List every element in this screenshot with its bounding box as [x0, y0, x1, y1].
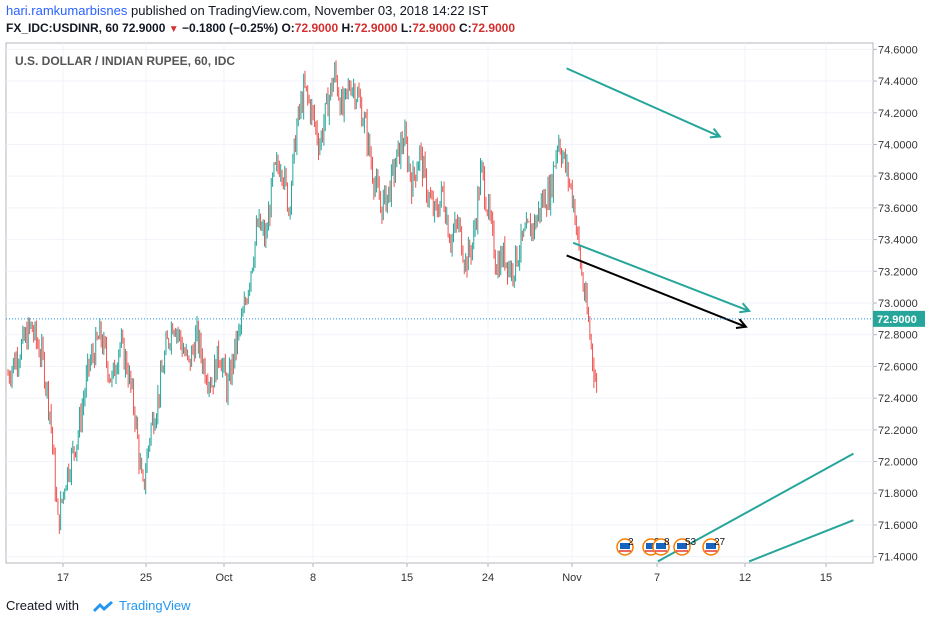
x-tick-label-8: 12: [739, 572, 751, 584]
event-badge-2[interactable]: 8: [652, 537, 670, 556]
trendline-channel-mid[interactable]: [572, 241, 750, 312]
last-price-tag-label: 72.9000: [877, 314, 917, 326]
y-tick-label-4: 73.8000: [878, 171, 918, 183]
y-tick-label-16: 71.4000: [878, 552, 918, 564]
y-tick-label-2: 74.2000: [878, 108, 918, 120]
author-link[interactable]: hari.ramkumarbisnes: [6, 3, 128, 18]
x-tick-label-7: 7: [654, 572, 660, 584]
y-tick-label-15: 71.6000: [878, 520, 918, 532]
flag-canton: [646, 543, 656, 549]
trendline-channel-top[interactable]: [566, 67, 721, 138]
y-tick-label-13: 72.0000: [878, 457, 918, 469]
down-triangle-icon: ▼: [168, 24, 179, 35]
flag-canton: [706, 543, 716, 549]
candles: [7, 60, 598, 535]
y-tick-label-10: 72.6000: [878, 361, 918, 373]
y-tick-label-7: 73.2000: [878, 266, 918, 278]
low-label: L:: [400, 21, 413, 35]
close-label: C:: [458, 21, 472, 35]
publish-text: published on TradingView.com, November 0…: [131, 3, 489, 18]
y-tick-label-5: 73.6000: [878, 203, 918, 215]
y-tick-label-1: 74.4000: [878, 76, 918, 88]
flag-canton: [677, 543, 687, 549]
high-label: H:: [341, 21, 355, 35]
event-badge-count: 27: [714, 537, 726, 548]
y-tick-label-14: 71.8000: [878, 488, 918, 500]
x-tick-label-2: Oct: [215, 572, 232, 584]
y-tick-label-12: 72.2000: [878, 425, 918, 437]
open-label: O:: [281, 21, 295, 35]
x-tick-label-1: 25: [140, 572, 152, 584]
event-badge-count: 53: [685, 537, 697, 548]
arrowhead-black-arrow: [735, 318, 748, 329]
y-tick-label-6: 73.4000: [878, 235, 918, 247]
x-tick-label-0: 17: [57, 572, 69, 584]
x-tick-label-9: 15: [820, 572, 832, 584]
arrowhead-channel-mid: [739, 302, 752, 314]
trendline-lower-channel-1[interactable]: [657, 452, 854, 563]
trendline-lower-channel-2[interactable]: [748, 519, 854, 563]
y-tick-label-8: 73.0000: [878, 298, 918, 310]
last-price-tag: [873, 310, 925, 327]
flag-canton: [620, 543, 630, 549]
arrowhead-channel-top: [709, 127, 722, 139]
y-tick-label-9: 72.8000: [878, 330, 918, 342]
symbol-info: FX_IDC:USDINR, 60 72.9000 ▼ −0.1800 (−0.…: [6, 21, 515, 35]
high-value: 72.9000: [354, 21, 398, 35]
x-tick-label-6: Nov: [562, 572, 582, 584]
last-price: 72.9000: [122, 21, 166, 35]
event-badge-4[interactable]: 27: [702, 537, 726, 556]
low-value: 72.9000: [412, 21, 456, 35]
flag-canton: [656, 543, 666, 549]
x-tick-label-4: 15: [401, 572, 413, 584]
symbol-label: FX_IDC:USDINR, 60: [6, 21, 119, 35]
event-badge-count: 2: [628, 537, 634, 548]
trendline-black-arrow[interactable]: [566, 254, 747, 328]
y-tick-label-3: 74.0000: [878, 139, 918, 151]
event-badge-3[interactable]: 53: [673, 537, 697, 556]
open-value: 72.9000: [294, 21, 339, 35]
change-value: −0.1800 (−0.25%): [182, 21, 279, 35]
event-badges[interactable]: 2285327: [616, 537, 726, 556]
x-tick-label-5: 24: [482, 572, 494, 584]
footer: Created with TradingView: [6, 598, 191, 613]
chart-title: U.S. DOLLAR / INDIAN RUPEE, 60, IDC: [15, 54, 235, 68]
x-tick-label-3: 8: [310, 572, 316, 584]
publish-info: hari.ramkumarbisnes published on Trading…: [6, 3, 488, 18]
trendlines[interactable]: [566, 67, 854, 563]
x-axis: 17 25 Oct 8 15 24 Nov 7 12 15: [57, 563, 832, 584]
y-tick-label-11: 72.4000: [878, 393, 918, 405]
close-value: 72.9000: [471, 21, 516, 35]
y-tick-label-0: 74.6000: [878, 44, 918, 56]
last-price-line: 72.9000: [6, 310, 925, 327]
created-with-text: Created with: [6, 598, 79, 613]
tradingview-logo-icon[interactable]: [91, 599, 115, 613]
event-badge-count: 8: [664, 537, 670, 548]
tradingview-link[interactable]: TradingView: [118, 598, 191, 613]
y-axis: 74.6000 74.4000 74.2000 74.0000 73.8000 73.60…: [873, 44, 918, 564]
event-badge-0[interactable]: 2: [616, 537, 634, 556]
